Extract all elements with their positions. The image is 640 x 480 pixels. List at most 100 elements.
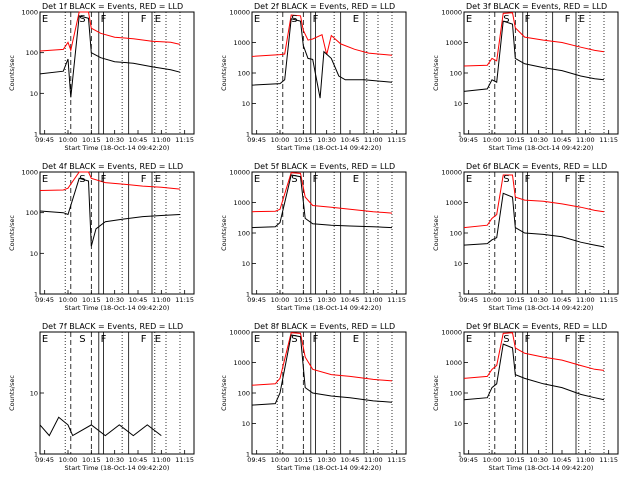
segment-label: E <box>353 174 359 185</box>
segment-label: E <box>42 174 48 185</box>
segment-label: E <box>579 174 585 185</box>
y-tick-label: 10 <box>242 420 250 428</box>
y-tick-label: 1 <box>458 451 462 459</box>
plot-frame <box>463 331 619 455</box>
x-tick-label: 11:15 <box>175 296 194 304</box>
detector-panel-9f: Det 9f BLACK = Events, RED = LLD 09:45 10:… <box>432 322 619 472</box>
lld-series-line <box>463 174 605 229</box>
segment-label: F <box>141 334 147 345</box>
x-tick-label: 10:15 <box>506 456 525 464</box>
segment-label: F <box>101 14 107 25</box>
y-axis-label: Counts/sec <box>220 375 228 411</box>
x-tick-label: 10:45 <box>553 456 572 464</box>
detector-panel-6f: Det 6f BLACK = Events, RED = LLD 09:45 10:… <box>432 162 619 312</box>
segment-label: F <box>313 14 319 25</box>
segment-label: S <box>503 14 509 25</box>
y-axis-label: Counts/sec <box>8 55 16 91</box>
detector-panel-8f: Det 8f BLACK = Events, RED = LLD 09:45 10:… <box>220 322 407 472</box>
x-tick-label: 11:15 <box>599 136 618 144</box>
x-tick-label: 11:00 <box>576 296 595 304</box>
x-tick-label: 10:00 <box>483 456 502 464</box>
plot-frame <box>39 171 195 295</box>
y-tick-label: 10000 <box>441 9 462 17</box>
x-axis-label: Start Time (18-Oct-14 09:42:20) <box>489 144 594 152</box>
x-tick-label: 10:15 <box>82 296 101 304</box>
lld-series-line <box>39 171 181 191</box>
plot-frame <box>251 331 407 455</box>
x-tick-label: 09:45 <box>247 296 266 304</box>
x-tick-label: 09:45 <box>35 456 54 464</box>
x-tick-label: 11:15 <box>175 456 194 464</box>
segment-label: F <box>101 174 107 185</box>
events-series-line <box>251 334 393 406</box>
plot-frame <box>251 171 407 295</box>
segment-label: E <box>254 14 260 25</box>
lld-series-line <box>251 332 393 386</box>
x-tick-label: 10:00 <box>271 456 290 464</box>
x-tick-label: 11:15 <box>175 136 194 144</box>
events-series-line <box>463 20 605 92</box>
segment-label: F <box>565 174 571 185</box>
segment-label: E <box>155 14 161 25</box>
panel-title: Det 7f BLACK = Events, RED = LLD <box>42 322 183 331</box>
y-tick-label: 1000 <box>21 169 38 177</box>
x-tick-label: 09:45 <box>459 456 478 464</box>
x-tick-label: 10:15 <box>294 456 313 464</box>
segment-label: F <box>525 14 531 25</box>
segment-label: E <box>466 334 472 345</box>
panel-title: Det 9f BLACK = Events, RED = LLD <box>466 322 607 331</box>
segment-label: F <box>313 334 319 345</box>
x-tick-label: 10:30 <box>529 296 548 304</box>
x-tick-label: 10:00 <box>271 296 290 304</box>
x-tick-label: 10:00 <box>59 136 78 144</box>
x-tick-label: 11:15 <box>599 296 618 304</box>
x-tick-label: 11:00 <box>152 456 171 464</box>
events-series-line <box>251 174 393 229</box>
x-tick-label: 10:45 <box>341 296 360 304</box>
y-tick-label: 1 <box>246 291 250 299</box>
y-tick-label: 100 <box>450 230 462 238</box>
x-tick-label: 09:45 <box>247 456 266 464</box>
y-tick-label: 1 <box>246 451 250 459</box>
segment-label: E <box>579 14 585 25</box>
segment-label: F <box>525 334 531 345</box>
y-axis-label: Counts/sec <box>8 215 16 251</box>
x-tick-label: 10:30 <box>105 136 124 144</box>
y-tick-label: 1 <box>34 131 38 139</box>
y-tick-label: 1 <box>246 131 250 139</box>
panel-title: Det 2f BLACK = Events, RED = LLD <box>254 2 395 11</box>
lld-series-line <box>39 11 181 53</box>
y-tick-label: 10000 <box>229 169 250 177</box>
plot-frame <box>251 11 407 135</box>
events-series-line <box>463 192 605 248</box>
y-tick-label: 100 <box>238 230 250 238</box>
y-tick-label: 10 <box>454 420 462 428</box>
y-tick-label: 10 <box>454 100 462 108</box>
x-tick-label: 10:30 <box>105 296 124 304</box>
plot-frame <box>39 11 195 135</box>
lld-series-line <box>251 14 393 57</box>
x-tick-label: 10:30 <box>317 296 336 304</box>
segment-label: S <box>503 334 509 345</box>
panel-title: Det 1f BLACK = Events, RED = LLD <box>42 2 183 11</box>
x-tick-label: 10:30 <box>317 456 336 464</box>
y-tick-label: 10 <box>454 260 462 268</box>
x-tick-label: 10:00 <box>483 296 502 304</box>
detector-panel-3f: Det 3f BLACK = Events, RED = LLD 09:45 10:… <box>432 2 619 152</box>
x-tick-label: 09:45 <box>459 296 478 304</box>
x-tick-label: 10:45 <box>129 136 148 144</box>
y-tick-label: 1 <box>458 291 462 299</box>
x-axis-label: Start Time (18-Oct-14 09:42:20) <box>65 304 170 312</box>
segment-label: S <box>291 334 297 345</box>
detector-panel-4f: Det 4f BLACK = Events, RED = LLD 09:45 10:… <box>8 162 195 312</box>
x-tick-label: 10:15 <box>82 456 101 464</box>
segment-label: E <box>42 334 48 345</box>
x-axis-label: Start Time (18-Oct-14 09:42:20) <box>65 464 170 472</box>
x-tick-label: 10:45 <box>129 456 148 464</box>
x-tick-label: 11:15 <box>387 296 406 304</box>
y-tick-label: 1000 <box>233 39 250 47</box>
y-tick-label: 100 <box>26 209 38 217</box>
y-tick-label: 10000 <box>229 329 250 337</box>
y-axis-label: Counts/sec <box>432 215 440 251</box>
